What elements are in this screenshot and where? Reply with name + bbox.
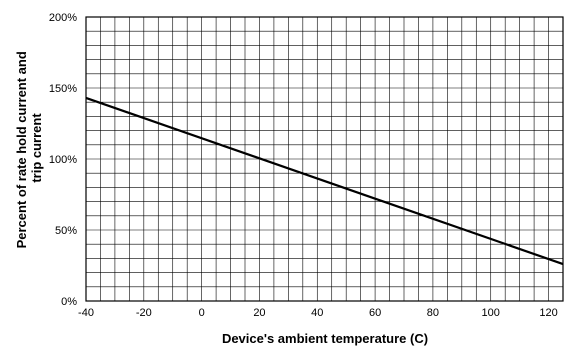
- y-tick-label: 100%: [49, 154, 77, 166]
- plot-frame: [85, 16, 564, 302]
- x-tick-label: 40: [311, 307, 323, 319]
- y-axis-label: Percent of rate hold current and trip cu…: [14, 48, 44, 249]
- x-tick-label: 100: [482, 307, 500, 319]
- x-tick-label: 80: [427, 307, 439, 319]
- x-axis-label: Device's ambient temperature (C): [222, 331, 428, 346]
- x-tick-labels: -40 -20 0 20 40 60 80 100 120: [78, 307, 558, 319]
- x-tick-label: 0: [199, 307, 205, 319]
- y-tick-label: 0%: [61, 296, 77, 308]
- series-line: [85, 96, 564, 266]
- y-axis-label-line-1: Percent of rate hold current and: [14, 51, 29, 248]
- x-tick-label: 120: [539, 307, 557, 319]
- y-tick-labels: 0% 50% 100% 150% 200%: [49, 12, 77, 308]
- grid: [86, 17, 563, 301]
- y-axis-label-line-2: trip current: [29, 113, 44, 183]
- plot-border: [85, 16, 564, 302]
- x-tick-label: 20: [253, 307, 265, 319]
- y-tick-label: 50%: [55, 225, 77, 237]
- y-tick-label: 150%: [49, 83, 77, 95]
- x-tick-label: -20: [136, 307, 152, 319]
- y-tick-label: 200%: [49, 12, 77, 24]
- x-tick-label: 60: [369, 307, 381, 319]
- series-layer: [85, 96, 564, 266]
- x-tick-label: -40: [78, 307, 94, 319]
